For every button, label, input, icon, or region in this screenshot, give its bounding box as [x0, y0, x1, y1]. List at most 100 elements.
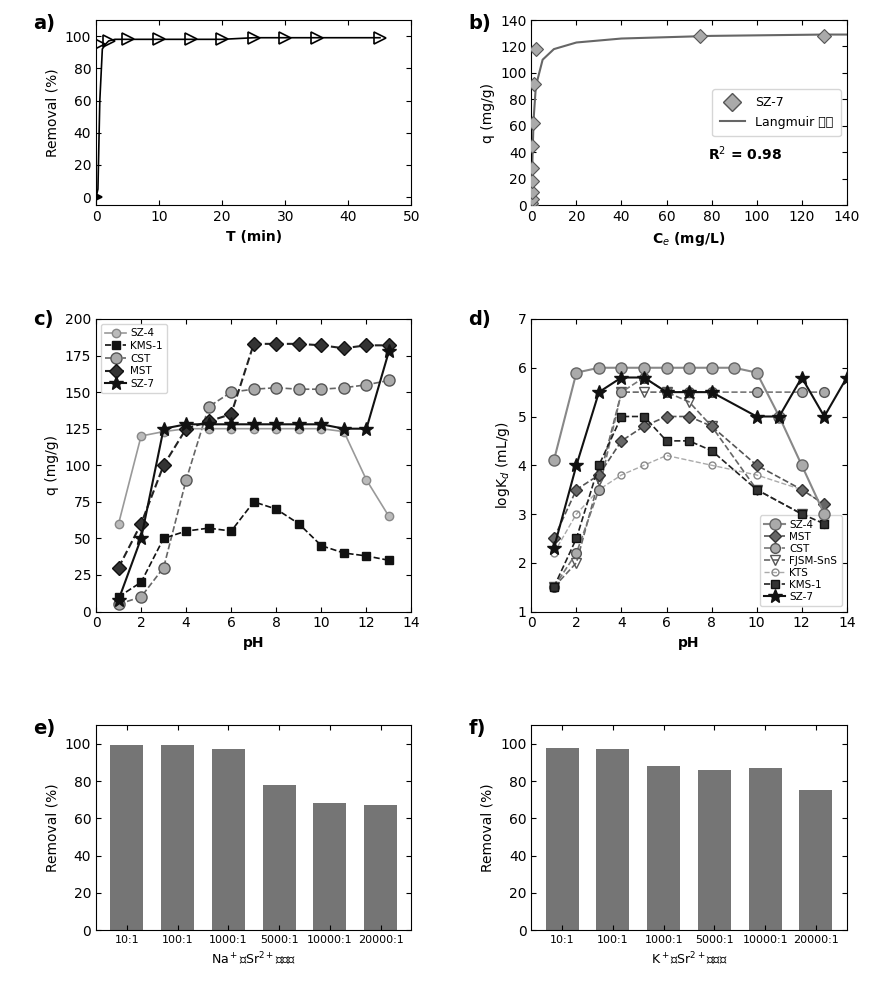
- SZ-7: [684, 386, 694, 398]
- Line: SZ-7: SZ-7: [547, 371, 854, 555]
- Line: MST: MST: [113, 339, 394, 572]
- MST: [203, 415, 214, 427]
- SZ-4: [571, 367, 581, 379]
- CST: [136, 591, 147, 603]
- MST: [316, 339, 327, 351]
- SZ-7: [752, 410, 762, 422]
- Text: f): f): [468, 719, 485, 738]
- SZ-7: [316, 418, 327, 430]
- Line: KTS: KTS: [550, 452, 828, 556]
- Legend: SZ-4, MST, CST, FJSM-SnS, KTS, KMS-1, SZ-7: SZ-4, MST, CST, FJSM-SnS, KTS, KMS-1, SZ…: [760, 515, 842, 606]
- SZ-7: [181, 418, 191, 430]
- CST: [571, 547, 581, 559]
- KMS-1: [293, 518, 304, 530]
- SZ-4: [752, 367, 762, 379]
- SZ-4: [249, 423, 259, 435]
- KTS: [796, 484, 807, 496]
- Bar: [212, 749, 244, 930]
- Bar: [596, 749, 629, 930]
- CST: [639, 371, 650, 383]
- Text: b): b): [468, 14, 491, 33]
- MST: [819, 498, 829, 510]
- MST: [752, 459, 762, 471]
- CST: [684, 386, 694, 398]
- CST: [203, 401, 214, 413]
- KMS-1: [384, 554, 395, 566]
- CST: [616, 386, 627, 398]
- Line: CST: CST: [549, 373, 829, 592]
- KMS-1: [158, 532, 168, 544]
- SZ-7: [662, 386, 672, 398]
- FJSM-SnS: [662, 386, 672, 398]
- Y-axis label: q (mg/g): q (mg/g): [45, 435, 59, 495]
- KMS-1: [316, 540, 327, 552]
- SZ-7: [136, 532, 147, 544]
- CST: [158, 562, 168, 574]
- KMS-1: [271, 503, 281, 515]
- SZ-7: [226, 418, 237, 430]
- SZ-4: [339, 426, 349, 438]
- SZ-7: [842, 371, 852, 383]
- KMS-1: [249, 496, 259, 508]
- KMS-1: [548, 581, 559, 593]
- KMS-1: [226, 525, 237, 537]
- FJSM-SnS: [706, 420, 717, 432]
- KMS-1: [616, 410, 627, 422]
- KMS-1: [136, 576, 147, 588]
- SZ-7: [293, 418, 304, 430]
- MST: [113, 562, 124, 574]
- CST: [181, 474, 191, 486]
- Text: a): a): [33, 14, 55, 33]
- FJSM-SnS: [819, 518, 829, 530]
- KMS-1: [203, 522, 214, 534]
- Bar: [263, 785, 296, 930]
- Bar: [698, 770, 731, 930]
- KMS-1: [361, 550, 372, 562]
- X-axis label: Na$^+$和Sr$^{2+}$摩尔比: Na$^+$和Sr$^{2+}$摩尔比: [211, 950, 297, 967]
- MST: [293, 338, 304, 350]
- SZ-7: [271, 418, 281, 430]
- KTS: [616, 469, 627, 481]
- CST: [316, 383, 327, 395]
- MST: [639, 420, 650, 432]
- KMS-1: [594, 459, 604, 471]
- KTS: [662, 450, 672, 462]
- MST: [384, 339, 395, 351]
- Bar: [162, 745, 194, 930]
- KMS-1: [181, 525, 191, 537]
- SZ-7: [774, 410, 785, 422]
- Y-axis label: logK$_d$ (mL/g): logK$_d$ (mL/g): [494, 421, 512, 509]
- KTS: [752, 469, 762, 481]
- SZ-7: [361, 423, 372, 435]
- SZ-7: [706, 386, 717, 398]
- CST: [752, 386, 762, 398]
- MST: [548, 532, 559, 544]
- SZ-7: [249, 418, 259, 430]
- Line: KMS-1: KMS-1: [550, 412, 828, 591]
- CST: [706, 386, 717, 398]
- FJSM-SnS: [684, 396, 694, 408]
- MST: [616, 435, 627, 447]
- Legend: SZ-7, Langmuir 模型: SZ-7, Langmuir 模型: [712, 89, 841, 136]
- SZ-4: [181, 423, 191, 435]
- MST: [706, 420, 717, 432]
- SZ-4: [271, 423, 281, 435]
- Bar: [749, 768, 781, 930]
- Bar: [110, 745, 143, 930]
- FJSM-SnS: [616, 386, 627, 398]
- SZ-7: [158, 423, 168, 435]
- SZ-4: [158, 426, 168, 438]
- MST: [662, 410, 672, 422]
- MST: [339, 342, 349, 354]
- FJSM-SnS: [796, 508, 807, 520]
- KMS-1: [662, 435, 672, 447]
- CST: [662, 386, 672, 398]
- KMS-1: [639, 410, 650, 422]
- SZ-4: [819, 508, 829, 520]
- KTS: [706, 459, 717, 471]
- KMS-1: [684, 435, 694, 447]
- X-axis label: C$_e$ (mg/L): C$_e$ (mg/L): [652, 230, 725, 248]
- KMS-1: [706, 445, 717, 457]
- Bar: [364, 805, 397, 930]
- SZ-4: [639, 362, 650, 374]
